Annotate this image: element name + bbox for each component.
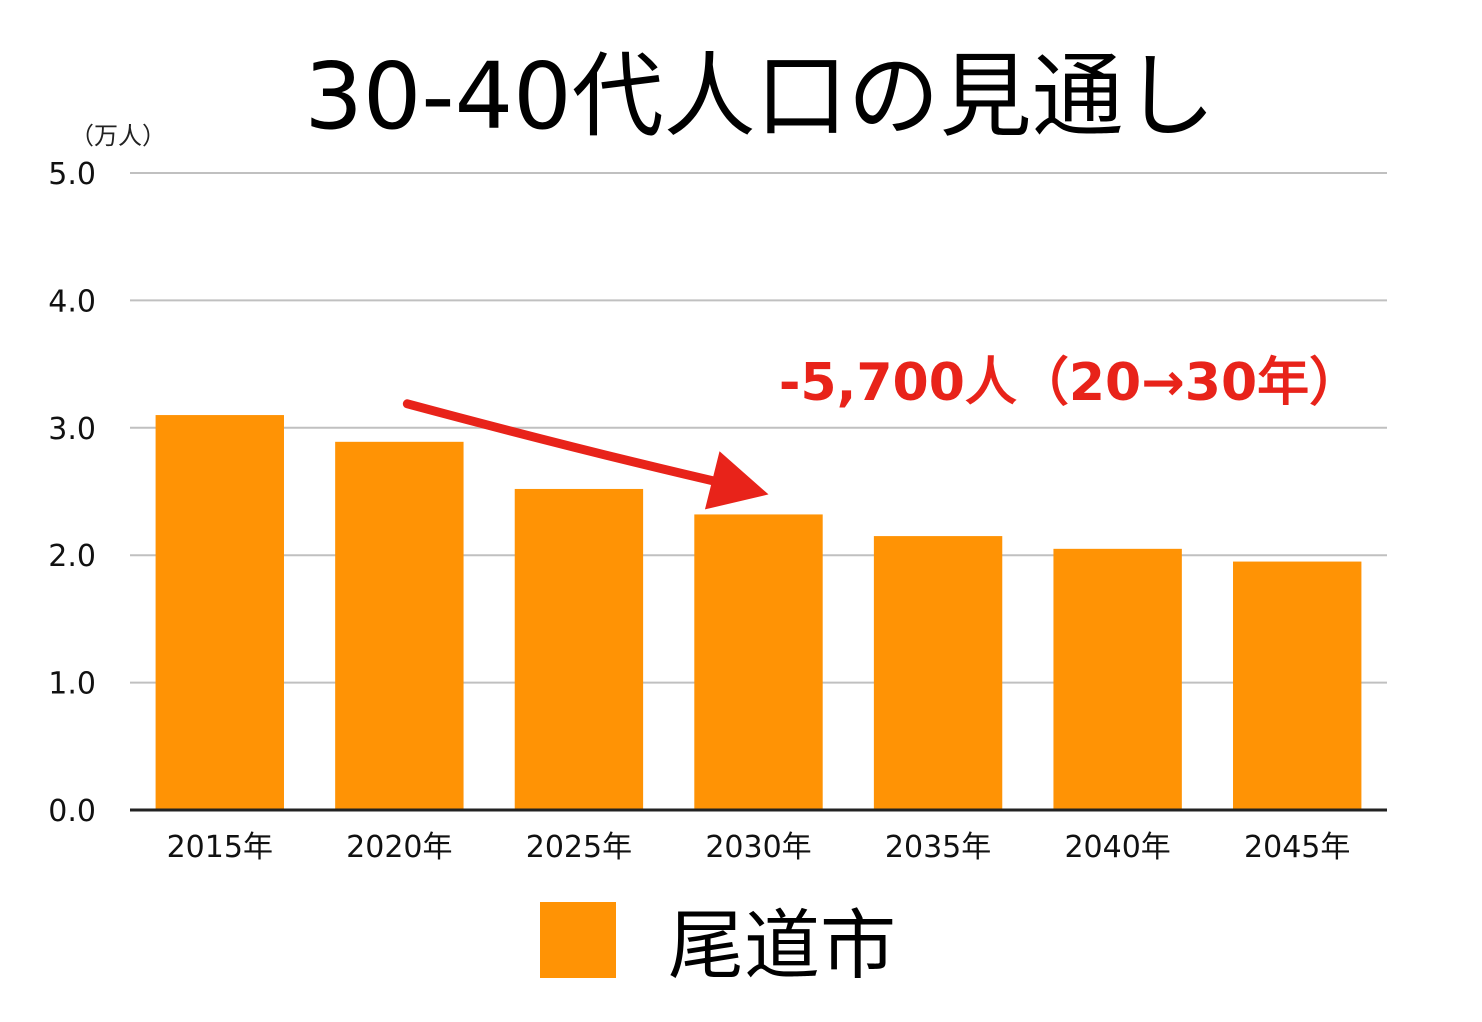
bars (155, 415, 1362, 810)
y-axis-ticks: 0.0 1.0 2.0 3.0 4.0 5.0 (48, 157, 96, 829)
trend-arrow-shaft (402, 399, 735, 490)
trend-arrow-head (704, 451, 769, 510)
y-tick-label: 4.0 (48, 284, 96, 319)
bar-2040年 (1053, 548, 1182, 810)
x-axis-ticks: 2015年 2020年 2025年 2030年 2035年 2040年 2045年 (167, 830, 1351, 865)
bar-2035年 (873, 536, 1003, 810)
y-tick-label: 1.0 (48, 667, 96, 702)
bar-2020年 (335, 441, 464, 810)
bar-2015年 (155, 415, 284, 810)
legend-label: 尾道市 (668, 901, 896, 990)
chart-title: 30-40代人口の見通し (304, 43, 1215, 150)
x-tick-label: 2015年 (167, 830, 273, 865)
y-tick-label: 3.0 (48, 412, 96, 447)
y-tick-label: 2.0 (48, 539, 96, 574)
y-tick-label: 0.0 (48, 794, 96, 829)
x-tick-label: 2025年 (526, 830, 632, 865)
annotation: -5,700人（20→30年） (402, 353, 1361, 510)
legend: 尾道市 (540, 901, 896, 990)
annotation-text: -5,700人（20→30年） (779, 353, 1361, 413)
x-tick-label: 2040年 (1064, 830, 1170, 865)
y-axis-unit: （万人） (70, 122, 166, 150)
x-tick-label: 2045年 (1244, 830, 1350, 865)
x-tick-label: 2020年 (346, 830, 452, 865)
y-tick-label: 5.0 (48, 157, 96, 192)
bar-2045年 (1233, 561, 1362, 810)
x-tick-label: 2030年 (705, 830, 811, 865)
bar-2025年 (514, 488, 644, 810)
x-tick-label: 2035年 (885, 830, 991, 865)
bar-2030年 (694, 514, 823, 810)
legend-swatch (540, 902, 616, 978)
